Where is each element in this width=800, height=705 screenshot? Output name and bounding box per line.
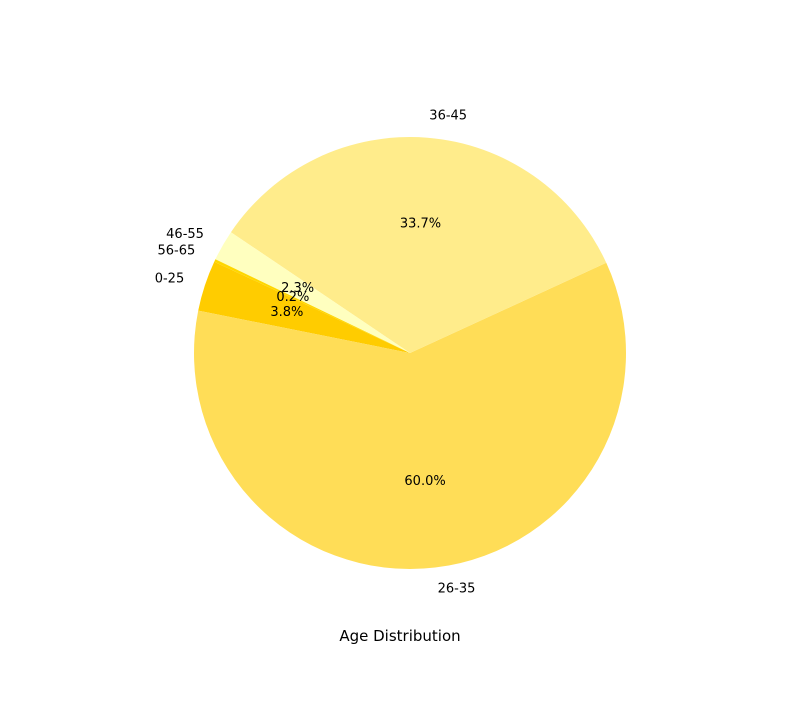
category-label-56-65: 56-65 (158, 244, 196, 259)
pie-slice-56-65 (214, 259, 410, 353)
pie-slice-36-45 (230, 137, 607, 353)
percentage-label-0-25: 3.8% (270, 305, 303, 320)
percentage-label-56-65: 0.2% (276, 290, 309, 305)
pie-slice-26-35 (194, 262, 627, 569)
category-labels: 0-25 26-35 36-45 46-55 56-65 (155, 109, 476, 597)
category-label-36-45: 36-45 (429, 109, 467, 124)
chart-title: Age Distribution (339, 627, 460, 645)
percentage-labels: 3.8% 60.0% 33.7% 2.3%0.2% (270, 216, 445, 489)
category-label-26-35: 26-35 (438, 581, 476, 596)
category-label-0-25: 0-25 (155, 271, 185, 286)
pie-slice-46-55 (215, 232, 410, 353)
percentage-label-36-45: 33.7% (400, 216, 441, 231)
category-label-46-55: 46-55 (166, 227, 204, 242)
pie-slices (194, 137, 627, 569)
percentage-label-46-55: 2.3% (281, 281, 314, 296)
pie-slice-0-25 (198, 261, 410, 353)
percentage-label-26-35: 60.0% (404, 474, 445, 489)
